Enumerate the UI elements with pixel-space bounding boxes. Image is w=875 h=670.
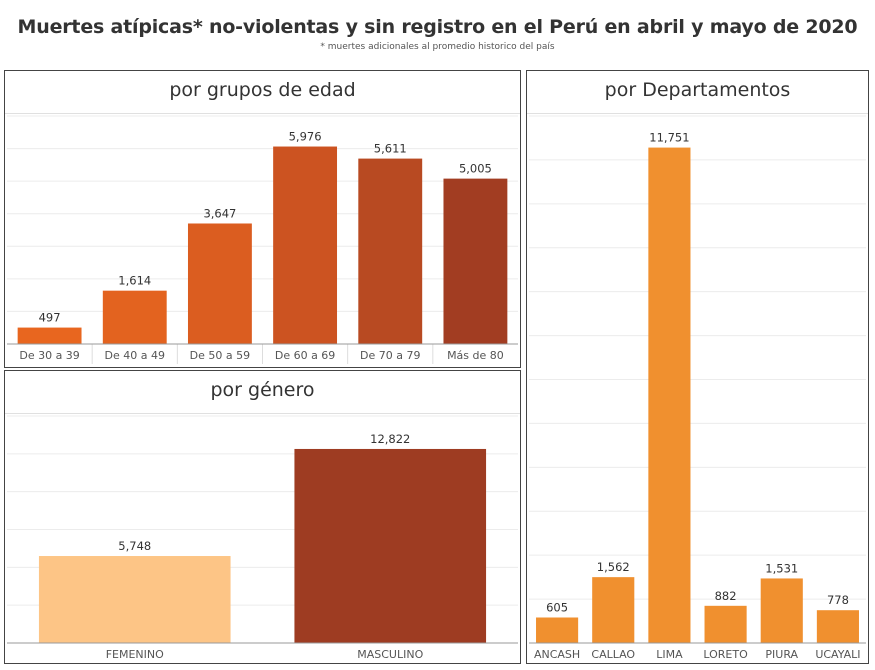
edad-value-label-3: 5,976 bbox=[289, 130, 322, 144]
departamentos-category-label-5: UCAYALI bbox=[815, 648, 860, 661]
edad-value-label-0: 497 bbox=[39, 311, 61, 325]
edad-bar-2[interactable] bbox=[187, 223, 252, 344]
departamentos-value-label-3: 882 bbox=[715, 589, 737, 603]
edad-value-label-1: 1,614 bbox=[118, 274, 151, 288]
edad-bar-3[interactable] bbox=[273, 146, 338, 344]
edad-bar-0[interactable] bbox=[17, 327, 82, 344]
departamentos-value-label-4: 1,531 bbox=[765, 561, 798, 575]
page-title: Muertes atípicas* no-violentas y sin reg… bbox=[17, 16, 858, 38]
edad-bar-5[interactable] bbox=[443, 178, 508, 344]
edad-category-label-0: De 30 a 39 bbox=[19, 349, 79, 362]
edad-bar-1[interactable] bbox=[102, 290, 167, 344]
departamentos-value-label-1: 1,562 bbox=[597, 560, 630, 574]
edad-value-label-5: 5,005 bbox=[459, 162, 492, 176]
page-subtitle: * muertes adicionales al promedio histor… bbox=[320, 42, 555, 52]
genero-bar-1[interactable] bbox=[294, 448, 487, 643]
genero-category-label-0: FEMENINO bbox=[106, 648, 164, 661]
departamentos-bar-5[interactable] bbox=[816, 610, 859, 643]
departamentos-category-label-4: PIURA bbox=[765, 648, 798, 661]
departamentos-bar-1[interactable] bbox=[592, 577, 635, 643]
genero-bar-0[interactable] bbox=[38, 556, 231, 643]
departamentos-bar-2[interactable] bbox=[648, 147, 691, 644]
edad-category-label-5: Más de 80 bbox=[447, 349, 504, 362]
edad-category-label-1: De 40 a 49 bbox=[105, 349, 165, 362]
departamentos-bar-3[interactable] bbox=[704, 605, 747, 643]
panel-title-age: por grupos de edad bbox=[169, 79, 356, 101]
panel-departments: por Departamentos 605 ANCASH 1,562 CALLAO 11… bbox=[526, 70, 869, 664]
chart-departments: 605 ANCASH 1,562 CALLAO 11,751 LIMA 882 LORETO 1… bbox=[529, 115, 866, 661]
departamentos-value-label-2: 11,751 bbox=[649, 131, 689, 145]
departamentos-bar-4[interactable] bbox=[760, 578, 803, 643]
departamentos-category-label-3: LORETO bbox=[703, 648, 748, 661]
departamentos-value-label-0: 605 bbox=[546, 600, 568, 614]
panel-age-groups: por grupos de edad 497 De 30 a 39 1,614 De … bbox=[4, 70, 521, 368]
departamentos-category-label-1: CALLAO bbox=[591, 648, 635, 661]
chart-gender: 5,748 FEMENINO 12,822 MASCULINO bbox=[7, 415, 518, 661]
panel-title-gender: por género bbox=[210, 379, 315, 401]
edad-value-label-4: 5,611 bbox=[374, 142, 407, 156]
edad-category-label-4: De 70 a 79 bbox=[360, 349, 420, 362]
chart-age-groups: 497 De 30 a 39 1,614 De 40 a 49 3,647 De 50 a… bbox=[7, 115, 518, 364]
departamentos-category-label-2: LIMA bbox=[656, 648, 683, 661]
departamentos-value-label-5: 778 bbox=[827, 593, 849, 607]
genero-value-label-0: 5,748 bbox=[118, 539, 151, 553]
edad-category-label-2: De 50 a 59 bbox=[190, 349, 250, 362]
departamentos-bar-0[interactable] bbox=[536, 617, 579, 643]
edad-category-label-3: De 60 a 69 bbox=[275, 349, 335, 362]
genero-value-label-1: 12,822 bbox=[370, 432, 410, 446]
edad-value-label-2: 3,647 bbox=[203, 206, 236, 220]
panel-gender: por género 5,748 FEMENINO 12,822 MASCULINO bbox=[4, 370, 521, 664]
genero-category-label-1: MASCULINO bbox=[357, 648, 423, 661]
departamentos-category-label-0: ANCASH bbox=[534, 648, 580, 661]
edad-bar-4[interactable] bbox=[358, 158, 423, 344]
panel-title-departments: por Departamentos bbox=[604, 79, 791, 101]
